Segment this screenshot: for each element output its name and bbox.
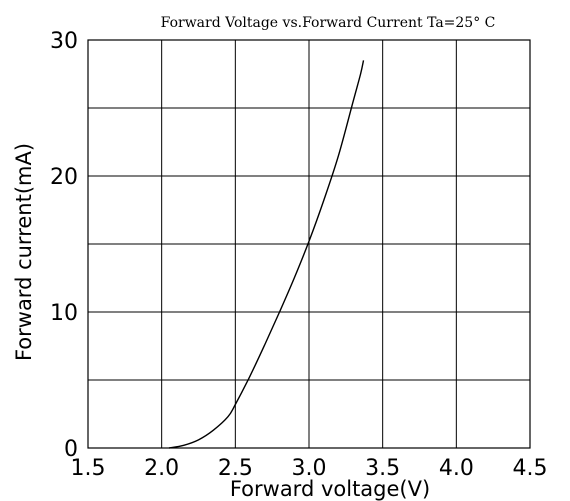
y-tick-label-0: 0 [64,437,78,462]
chart-title: Forward Voltage vs.Forward Current Ta=25… [161,15,496,31]
x-tick-label-3: 3.0 [292,456,327,481]
y-tick-label-2: 20 [50,165,78,190]
x-tick-label-5: 4.0 [439,456,474,481]
y-tick-label-3: 30 [50,29,78,54]
y-tick-label-1: 10 [50,301,78,326]
plot-frame [87,39,531,449]
grid [88,40,530,448]
x-tick-labels: 1.5 2.0 2.5 3.0 3.5 4.0 4.5 [71,456,548,481]
y-tick-labels: 0 10 20 30 [50,29,78,462]
series-line-0 [168,60,365,449]
x-tick-label-4: 3.5 [365,456,400,481]
series-layer [168,60,365,449]
x-tick-label-6: 4.5 [513,456,548,481]
x-tick-label-1: 2.0 [144,456,179,481]
x-axis-label: Forward voltage(V) [230,477,430,501]
x-tick-label-2: 2.5 [218,456,253,481]
x-tick-label-0: 1.5 [71,456,106,481]
y-axis-label: Forward current(mA) [12,143,36,361]
